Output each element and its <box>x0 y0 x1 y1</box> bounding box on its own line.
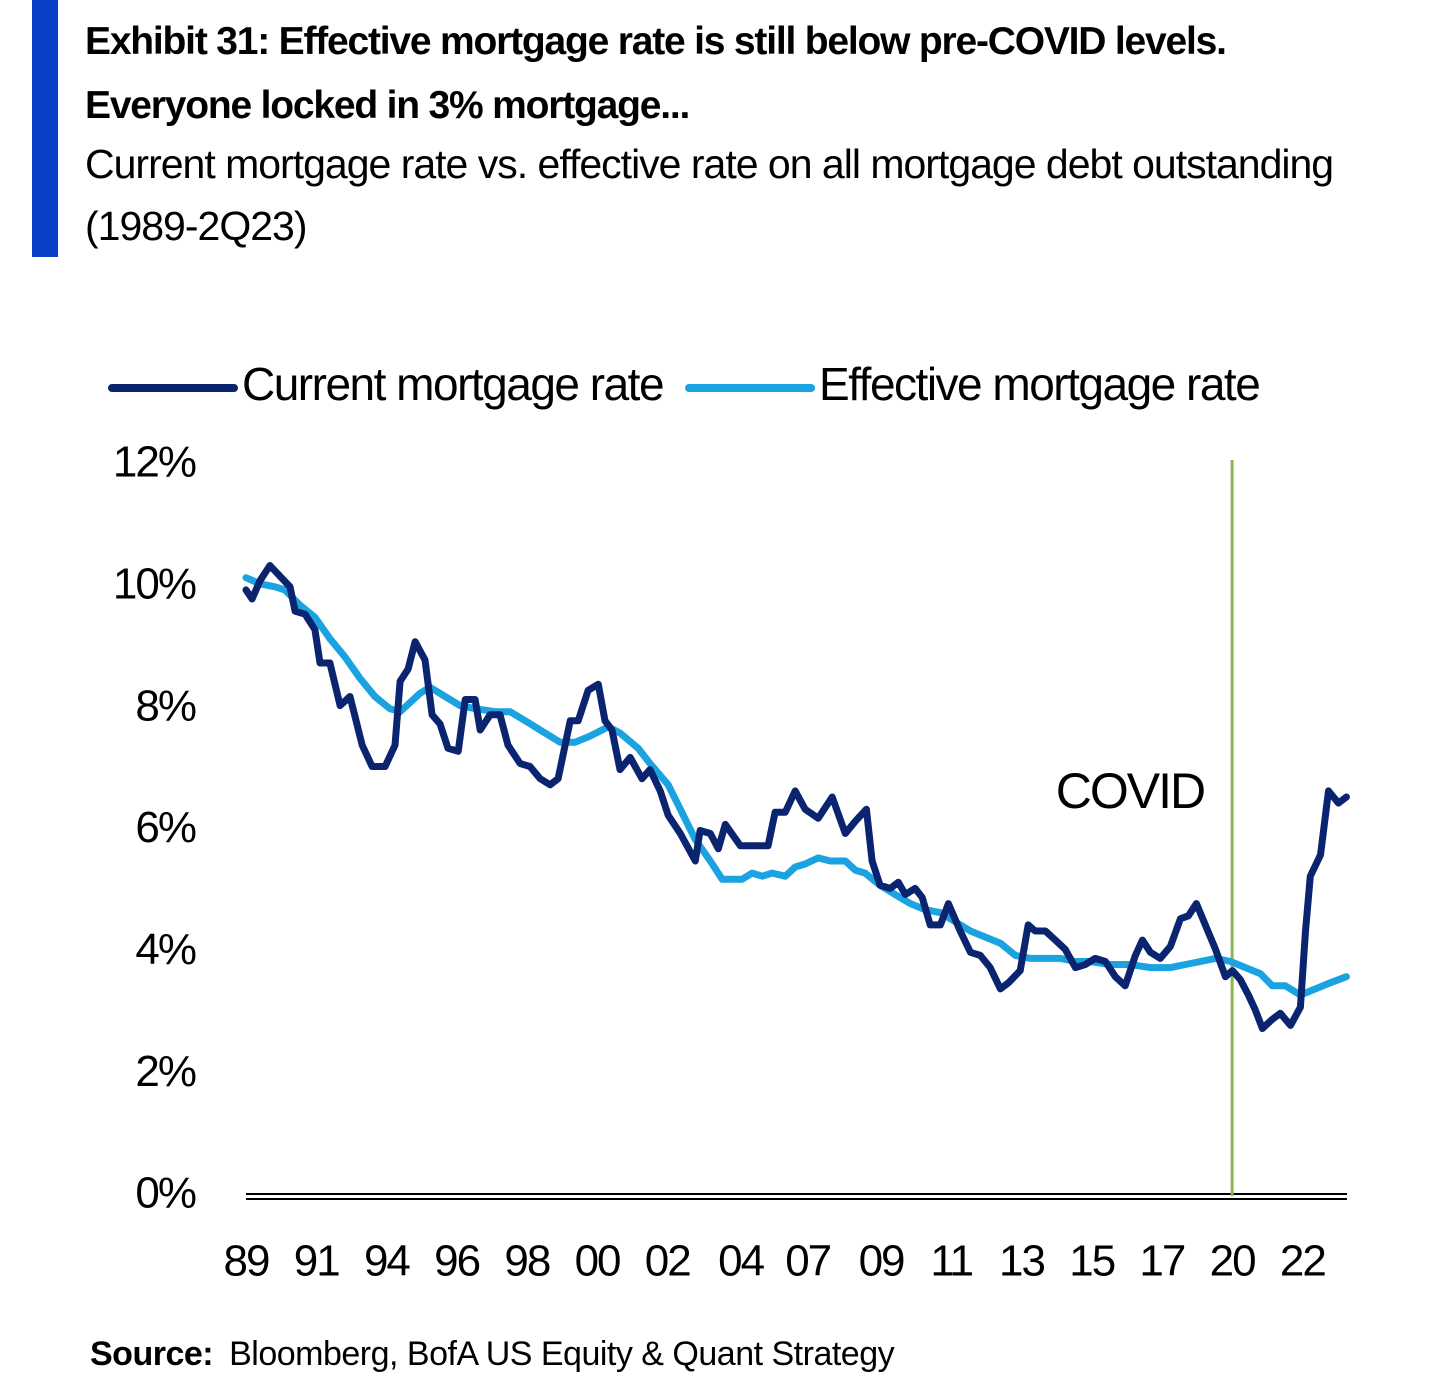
x-tick-label: 22 <box>1280 1237 1325 1286</box>
series-line <box>242 574 1350 999</box>
y-tick-label: 12% <box>113 438 196 487</box>
x-tick-label: 11 <box>930 1237 972 1286</box>
x-tick-label: 13 <box>999 1237 1044 1286</box>
y-tick-label: 4% <box>135 925 195 974</box>
x-tick-label: 02 <box>645 1237 690 1286</box>
y-tick-label: 0% <box>135 1169 195 1218</box>
y-tick-label: 2% <box>135 1047 195 1096</box>
accent-bar <box>32 0 58 257</box>
x-tick-label: 98 <box>504 1237 549 1286</box>
legend-label: Effective mortgage rate <box>819 358 1259 410</box>
annotation: COVID <box>1056 763 1204 819</box>
x-tick-label: 09 <box>859 1237 904 1286</box>
source-label: Source: <box>90 1335 214 1373</box>
chart-subtitle: Current mortgage rate vs. effective rate… <box>85 141 1334 249</box>
source-text: Bloomberg, BofA US Equity & Quant Strate… <box>229 1335 895 1373</box>
legend-label: Current mortgage rate <box>242 358 663 410</box>
x-tick-label: 94 <box>364 1237 410 1286</box>
x-tick-label: 20 <box>1210 1237 1255 1286</box>
x-tick-label: 89 <box>224 1237 269 1286</box>
y-tick-label: 8% <box>135 681 195 730</box>
x-tick-label: 17 <box>1139 1237 1184 1286</box>
x-tick-label: 07 <box>785 1237 830 1286</box>
x-tick-label: 04 <box>718 1237 764 1286</box>
source: Source: Bloomberg, BofA US Equity & Quant… <box>90 1335 895 1374</box>
chart-title: Exhibit 31: Effective mortgage rate is s… <box>85 20 1227 127</box>
y-tick-label: 10% <box>113 559 196 608</box>
x-tick-label: 96 <box>434 1237 479 1286</box>
series-line <box>242 562 1350 1032</box>
x-tick-label: 91 <box>294 1237 339 1286</box>
y-tick-label: 6% <box>135 803 195 852</box>
x-tick-label: 15 <box>1069 1237 1114 1286</box>
x-tick-label: 00 <box>575 1237 620 1286</box>
